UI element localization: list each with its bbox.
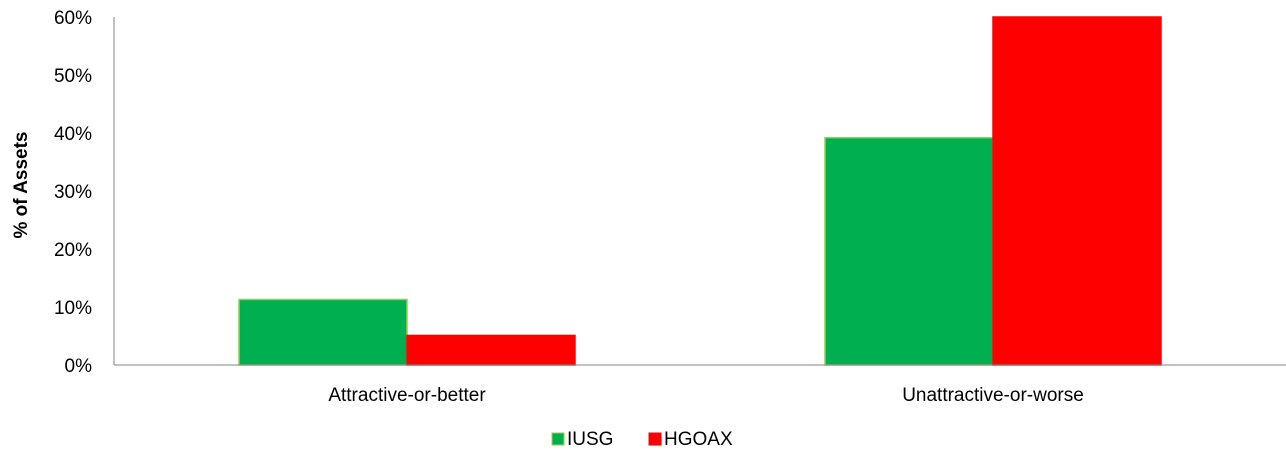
category-label: Attractive-or-better bbox=[328, 385, 486, 406]
bar-iusg-1 bbox=[238, 298, 408, 366]
y-tick-label: 40% bbox=[54, 124, 92, 145]
bars bbox=[238, 16, 1162, 366]
legend-swatch-iusg bbox=[551, 432, 565, 446]
y-tick-label: 30% bbox=[54, 182, 92, 203]
y-tick-label: 50% bbox=[54, 66, 92, 87]
bar-iusg-2 bbox=[824, 136, 994, 366]
y-axis-title: % of Assets bbox=[11, 132, 32, 239]
y-tick-label: 10% bbox=[54, 298, 92, 319]
bar-hgoax-1 bbox=[406, 334, 576, 366]
y-tick-label: 60% bbox=[54, 8, 92, 29]
legend-label-hgoax: HGOAX bbox=[664, 429, 733, 450]
bar-hgoax-2 bbox=[992, 16, 1162, 366]
category-label: Unattractive-or-worse bbox=[902, 385, 1084, 406]
y-axis-ticks: 0% 10% 20% 30% 40% 50% 60% bbox=[54, 8, 92, 377]
y-tick-label: 20% bbox=[54, 240, 92, 261]
legend-label-iusg: IUSG bbox=[567, 429, 613, 450]
legend: IUSG HGOAX bbox=[551, 429, 733, 450]
category-labels: Attractive-or-better Unattractive-or-wors… bbox=[328, 385, 1083, 406]
y-tick-label: 0% bbox=[65, 356, 93, 377]
legend-swatch-hgoax bbox=[648, 432, 662, 446]
